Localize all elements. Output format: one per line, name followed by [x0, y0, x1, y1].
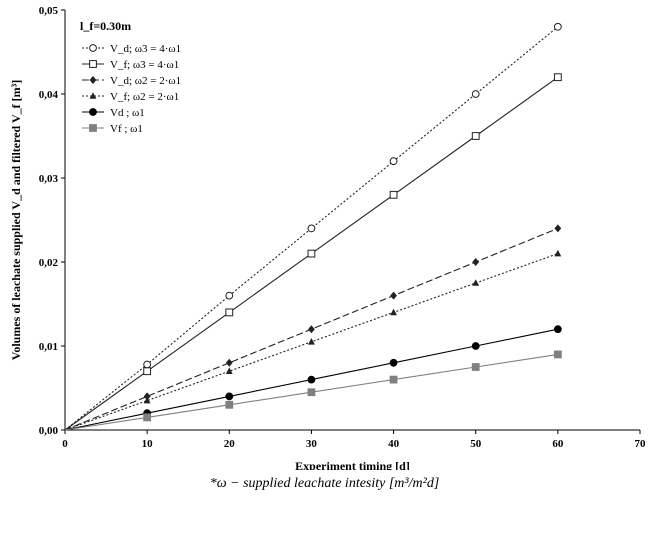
- y-tick-label: 0,03: [39, 173, 59, 185]
- legend-label: V_d; ω3 = 4·ω1: [110, 43, 181, 55]
- x-tick-label: 10: [142, 438, 154, 450]
- data-point: [143, 392, 151, 401]
- legend-label: Vf ; ω1: [110, 123, 143, 135]
- x-tick-label: 40: [388, 438, 400, 450]
- legend-title: l_f=0.30m: [80, 19, 131, 33]
- legend-item: V_f; ω2 = 2·ω1: [82, 91, 179, 103]
- x-tick-label: 50: [470, 438, 482, 450]
- data-point: [471, 132, 480, 140]
- legend-swatch-marker: [89, 124, 97, 132]
- chart: 0 10 20 30 40 50 60 70 0,00 0,01 0,02 0,03 0,04 0,05…: [9, 5, 647, 470]
- x-tick-label: 0: [62, 438, 68, 450]
- legend: l_f=0.30m V_d; ω3 = 4·ω1 V_f; ω3 = 4·ω1 V_…: [80, 19, 181, 135]
- x-tick-label: 60: [552, 438, 564, 450]
- data-point: [553, 22, 562, 31]
- y-tick-label: 0,04: [39, 89, 59, 101]
- data-point: [225, 291, 234, 300]
- data-point: [143, 367, 152, 376]
- series-2: [64, 73, 562, 431]
- y-tick-label: 0,01: [39, 341, 58, 353]
- data-point: [225, 400, 234, 409]
- x-tick-label: 70: [635, 438, 647, 450]
- data-point: [389, 190, 398, 199]
- data-point: [553, 73, 562, 82]
- data-point: [225, 367, 233, 374]
- legend-swatch-marker: [89, 60, 97, 68]
- x-tick-label: 20: [224, 438, 236, 450]
- data-point: [471, 363, 480, 371]
- data-point: [472, 279, 480, 286]
- legend-item: V_d; ω2 = 2·ω1: [82, 75, 181, 87]
- x-axis: 0 10 20 30 40 50 60 70: [62, 429, 647, 450]
- data-point: [307, 388, 316, 397]
- legend-label: Vd ; ω1: [110, 107, 145, 119]
- legend-swatch-marker: [89, 92, 97, 99]
- series-4: [64, 249, 562, 431]
- data-point: [553, 325, 562, 334]
- series-layer: [64, 22, 562, 431]
- data-point: [143, 360, 152, 369]
- data-point: [390, 291, 397, 300]
- y-axis: 0,00 0,01 0,02 0,03 0,04 0,05: [39, 5, 66, 437]
- legend-label: V_f; ω2 = 2·ω1: [110, 91, 179, 103]
- data-point: [390, 308, 397, 316]
- legend-swatch-marker: [89, 108, 97, 116]
- data-point: [389, 358, 398, 367]
- data-point: [143, 396, 151, 404]
- legend-item: V_f; ω3 = 4·ω1: [82, 59, 179, 71]
- data-point: [472, 258, 480, 266]
- y-tick-label: 0,05: [39, 5, 59, 17]
- data-point: [225, 358, 233, 367]
- data-point: [308, 325, 315, 334]
- data-point: [471, 342, 480, 350]
- data-point: [389, 375, 398, 384]
- legend-label: V_f; ω3 = 4·ω1: [110, 59, 179, 71]
- x-axis-title: Experiment timing [d]: [295, 459, 410, 470]
- data-point: [307, 375, 316, 384]
- y-tick-label: 0,00: [39, 425, 59, 437]
- series-6: [64, 350, 562, 431]
- legend-swatch-marker: [89, 44, 97, 52]
- data-point: [471, 90, 480, 98]
- data-point: [389, 157, 398, 166]
- data-point: [308, 338, 315, 345]
- data-point: [225, 308, 234, 317]
- legend-swatch-marker: [89, 76, 97, 84]
- legend-item: Vf ; ω1: [82, 123, 143, 135]
- data-point: [554, 249, 562, 257]
- legend-label: V_d; ω2 = 2·ω1: [110, 75, 181, 87]
- legend-item: Vd ; ω1: [82, 107, 145, 119]
- data-point: [143, 413, 152, 422]
- data-point: [225, 392, 234, 401]
- footnote: *ω − supplied leachate intesity [m³/m²d]: [209, 476, 440, 491]
- legend-item: V_d; ω3 = 4·ω1: [82, 43, 181, 55]
- series-5: [64, 325, 562, 431]
- series-1: [64, 22, 562, 431]
- data-point: [554, 224, 562, 233]
- x-tick-label: 30: [306, 438, 318, 450]
- data-point: [307, 224, 316, 233]
- series-3: [64, 224, 562, 431]
- data-point: [553, 350, 562, 359]
- y-tick-label: 0,02: [39, 257, 59, 269]
- data-point: [307, 249, 316, 258]
- y-axis-title: Volumes of leachate supplied V_d and fil…: [9, 80, 23, 361]
